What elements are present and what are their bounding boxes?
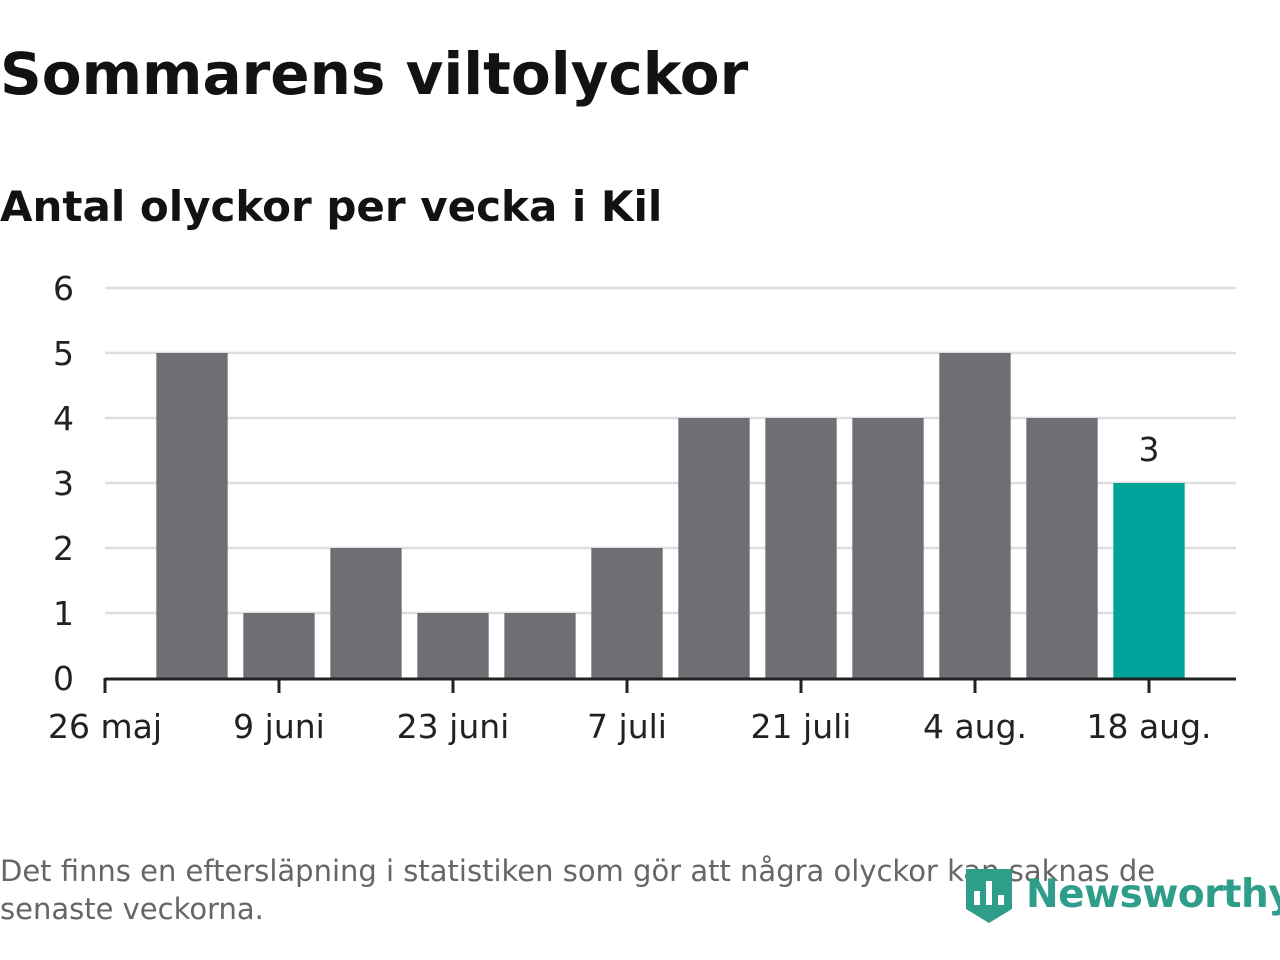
bar: [852, 418, 924, 678]
footnote: Det finns en eftersläpning i statistiken…: [0, 854, 1156, 926]
chart-subtitle: Antal olyckor per vecka i Kil: [0, 182, 663, 231]
x-tick-label: 23 juni: [397, 707, 510, 746]
chart-title: Sommarens viltolyckor: [0, 40, 749, 108]
brand-name: Newsworthy: [1026, 871, 1280, 917]
y-tick-label: 4: [53, 399, 74, 438]
x-tick-label: 4 aug.: [923, 707, 1027, 746]
x-tick-label: 21 juli: [751, 707, 852, 746]
bar: [1026, 418, 1098, 678]
x-axis: 26 maj 9 juni 23 juni 7 juli 21 juli 4 aug. 18…: [48, 677, 1236, 746]
bar: [765, 418, 837, 678]
y-tick-label: 2: [53, 529, 74, 568]
newsworthy-logo-icon: [966, 869, 1012, 923]
bar: [591, 548, 663, 678]
brand-logo: Newsworthy: [962, 858, 1280, 930]
bar: [504, 613, 576, 678]
y-tick-label: 5: [53, 334, 74, 373]
data-labels: 3: [1139, 430, 1160, 469]
bar: [678, 418, 750, 678]
x-tick-label: 18 aug.: [1086, 707, 1211, 746]
bar: [156, 353, 228, 678]
bar: [417, 613, 489, 678]
data-label: 3: [1139, 430, 1160, 469]
y-tick-label: 6: [53, 269, 74, 308]
bar-chart: 0 1 2 3 4 5 6 3 26 maj 9 juni 23 juni 7 juli 21 ju…: [48, 269, 1236, 746]
bar: [330, 548, 402, 678]
y-tick-label: 0: [53, 659, 74, 698]
x-tick-label: 7 juli: [587, 707, 667, 746]
bar-highlighted: [1113, 483, 1185, 678]
x-tick-label: 9 juni: [233, 707, 325, 746]
bar: [243, 613, 315, 678]
y-axis-ticks: 0 1 2 3 4 5 6: [53, 269, 74, 698]
bar: [939, 353, 1011, 678]
y-tick-label: 1: [53, 594, 74, 633]
x-tick-label: 26 maj: [48, 707, 162, 746]
y-tick-label: 3: [53, 464, 74, 503]
bars: [156, 353, 1185, 678]
